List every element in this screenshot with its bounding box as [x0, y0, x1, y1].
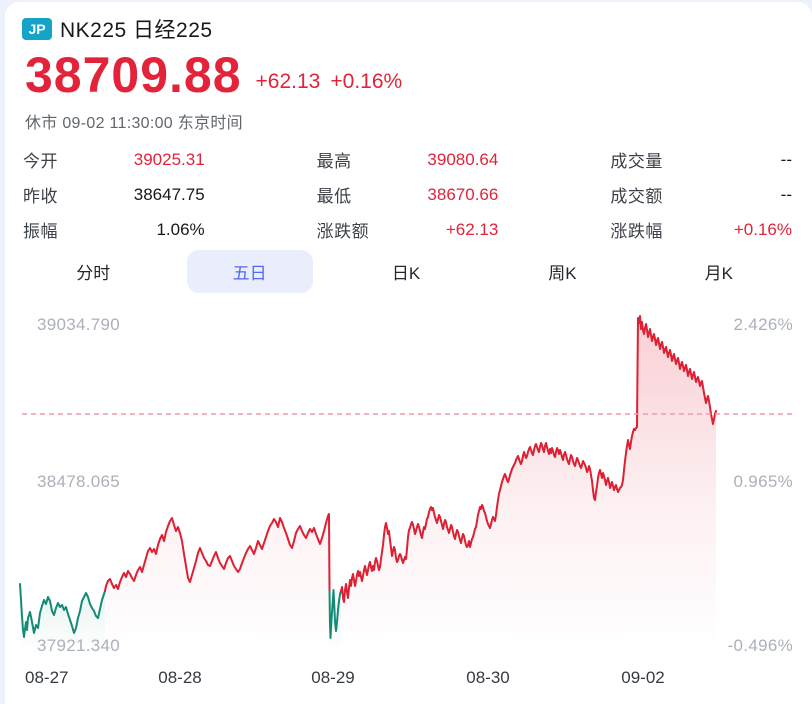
- stat-label: 涨跌额: [316, 222, 370, 241]
- stat-value: +0.16%: [733, 219, 792, 239]
- stat-item-turnover: 成交额 --: [610, 177, 792, 212]
- stat-item-prev-close: 昨收 38647.75: [23, 177, 205, 212]
- x-axis-label-0830: 08-30: [466, 668, 510, 687]
- tab-weekly-k[interactable]: 周K: [484, 250, 640, 293]
- price-block: 38709.88 +62.13 +0.16%: [25, 50, 412, 100]
- stat-value: +62.13: [445, 219, 499, 239]
- tab-label: 分时: [76, 263, 111, 283]
- stat-label: 最高: [316, 152, 352, 171]
- tab-daily-k[interactable]: 日K: [328, 250, 484, 293]
- chart-line-segment: [328, 589, 342, 639]
- stat-item-open: 今开 39025.31: [23, 142, 205, 177]
- stat-label: 振幅: [23, 222, 58, 241]
- stat-item-change-amount: 涨跌额 +62.13: [317, 212, 499, 247]
- stat-label: 昨收: [23, 187, 58, 206]
- stats-grid: 今开 39025.31 最高 39080.64 成交量 -- 昨收 38647.…: [23, 142, 792, 247]
- market-status: 休市 09-02 11:30:00 东京时间: [25, 115, 243, 132]
- x-axis-label-0902: 09-02: [621, 668, 665, 687]
- stat-label: 涨跌幅: [610, 222, 663, 241]
- x-axis-label-0829: 08-29: [311, 668, 355, 687]
- tab-monthly-k[interactable]: 月K: [641, 250, 797, 293]
- price-chart-region: 39034.790 38478.065 37921.340 2.426% 0.9…: [0, 300, 812, 704]
- stat-label: 最低: [316, 187, 352, 206]
- stat-value: 38670.66: [427, 184, 499, 204]
- chart-period-tabs: 分时 五日 日K 周K 月K: [15, 249, 797, 293]
- chart-area-segment: [329, 590, 341, 652]
- stat-value: 38647.75: [133, 184, 205, 204]
- tab-minute[interactable]: 分时: [15, 250, 171, 293]
- chart-area-segment: [105, 514, 330, 652]
- pct-axis-label-top: 2.426%: [733, 315, 793, 334]
- stat-item-change-percent: 涨跌幅 +0.16%: [610, 212, 792, 247]
- chart-area-segment: [20, 584, 105, 652]
- stat-item-volume: 成交量 --: [610, 142, 792, 177]
- price-change: +62.13: [255, 70, 321, 93]
- y-axis-label-middle: 38478.065: [37, 472, 121, 491]
- x-axis-label-0828: 08-28: [158, 668, 202, 687]
- stat-item-amplitude: 振幅 1.06%: [23, 212, 205, 247]
- chart-line-segment: [104, 513, 331, 592]
- tab-label: 五日: [186, 249, 313, 293]
- tab-five-day[interactable]: 五日: [171, 249, 327, 293]
- stat-item-high: 最高 39080.64: [317, 142, 499, 177]
- x-axis-label-0827: 08-27: [25, 668, 69, 687]
- price-change-group: +62.13 +0.16%: [256, 70, 413, 100]
- stat-label: 成交额: [610, 187, 663, 206]
- chart-line-segment: [340, 315, 717, 603]
- tab-label: 日K: [391, 263, 421, 283]
- stat-value: --: [780, 184, 792, 204]
- y-axis-label-top: 39034.790: [37, 315, 121, 334]
- pct-axis-label-middle: 0.965%: [733, 472, 793, 491]
- stat-value: 39025.31: [133, 149, 205, 169]
- stat-value: 1.06%: [156, 219, 205, 239]
- price-change-percent: +0.16%: [330, 70, 403, 93]
- stat-item-low: 最低 38670.66: [317, 177, 499, 212]
- current-price: 38709.88: [25, 47, 242, 103]
- chart-line-segment: [19, 583, 106, 638]
- pct-axis-label-bottom: -0.496%: [727, 636, 793, 655]
- jp-flag-badge: JP: [22, 18, 52, 40]
- instrument-header: JP NK225 日经225: [22, 14, 213, 44]
- stat-label: 成交量: [610, 152, 663, 171]
- tab-label: 月K: [704, 263, 733, 283]
- y-axis-label-bottom: 37921.340: [37, 636, 121, 655]
- chart-area-segment: [341, 316, 716, 652]
- stat-label: 今开: [23, 152, 58, 171]
- tab-label: 周K: [548, 263, 577, 283]
- price-chart[interactable]: [0, 300, 812, 704]
- instrument-title: NK225 日经225: [60, 19, 213, 42]
- stat-value: 39080.64: [427, 149, 499, 169]
- stat-value: --: [780, 149, 792, 169]
